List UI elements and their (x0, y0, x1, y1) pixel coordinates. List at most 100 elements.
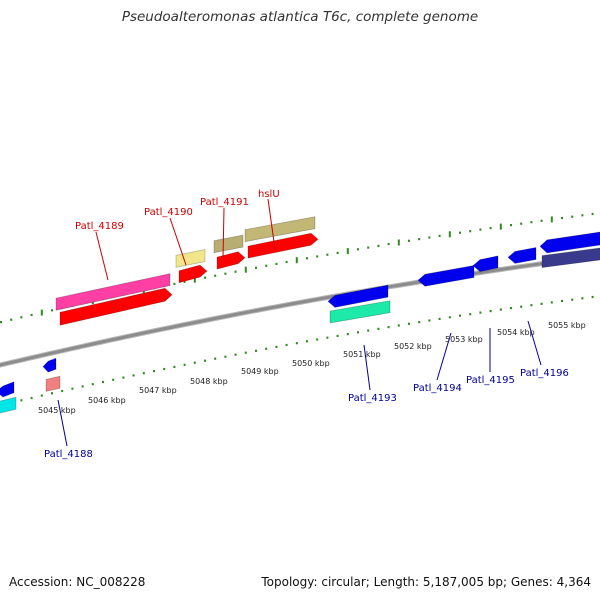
tick-mark (550, 216, 553, 223)
tick-mark (357, 248, 359, 251)
tick-mark (112, 378, 115, 381)
gene-cog-hslu (244, 216, 316, 243)
tick-mark (561, 299, 563, 303)
tick-mark (499, 308, 502, 311)
tick-mark (71, 387, 74, 390)
gene-patl-4193 (327, 284, 389, 308)
tick-mark (61, 389, 64, 393)
tick-mark (326, 253, 329, 256)
leader-line (363, 344, 371, 391)
tick-mark (275, 262, 278, 265)
tick-mark (81, 385, 84, 388)
tick-mark (265, 347, 268, 350)
tick-mark (550, 301, 553, 304)
tick-mark (571, 215, 574, 218)
tick-mark (561, 216, 563, 220)
tick-mark (204, 276, 206, 279)
gene-label-hslu[interactable]: hslU (258, 189, 280, 200)
leader-line (95, 231, 109, 281)
scale-label: 5045 kbp (38, 406, 76, 415)
gene-cog-patl-4188 (45, 375, 61, 392)
tick-mark (510, 307, 512, 310)
tick-mark (183, 363, 186, 366)
gene-label-patl-4196[interactable]: Patl_4196 (520, 368, 569, 379)
tick-mark (469, 313, 472, 316)
tick-mark (591, 295, 594, 299)
tick-mark (153, 370, 155, 373)
tick-mark (102, 380, 104, 384)
gene-label-patl-4193[interactable]: Patl_4193 (348, 393, 397, 404)
tick-mark (489, 310, 492, 313)
tick-mark (367, 246, 370, 249)
tick-mark (244, 351, 247, 354)
gene-patl-4194 (417, 265, 475, 287)
scale-label: 5048 kbp (190, 377, 228, 386)
tick-mark (142, 372, 145, 375)
tick-mark (265, 264, 268, 267)
tick-mark (591, 212, 594, 216)
gene-label-patl-4190[interactable]: Patl_4190 (144, 207, 193, 218)
gene-cog-patl-4189 (55, 273, 171, 311)
scale-label: 5047 kbp (139, 386, 177, 395)
tick-mark (357, 331, 359, 334)
gene-cog-patl-4193 (329, 300, 391, 324)
tick-mark (428, 236, 431, 239)
backbone-line (0, 254, 600, 367)
tick-mark (20, 399, 23, 402)
tick-mark (173, 282, 176, 285)
tick-mark (336, 251, 339, 254)
tick-mark (418, 238, 421, 241)
tick-mark (489, 227, 492, 230)
gene-hslu (247, 232, 319, 259)
gene-patl-4191 (216, 251, 246, 270)
tick-mark (510, 224, 512, 227)
tick-mark (581, 297, 584, 300)
tick-mark (448, 231, 451, 238)
tick-mark (255, 266, 257, 269)
tick-mark (91, 383, 94, 386)
tick-mark (520, 222, 523, 225)
scale-label: 5049 kbp (241, 367, 279, 376)
tick-mark (193, 361, 196, 364)
tick-mark (30, 313, 33, 317)
tick-mark (408, 239, 410, 242)
scale-label: 5046 kbp (88, 396, 126, 405)
tick-mark (387, 243, 390, 246)
gene-label-patl-4189[interactable]: Patl_4189 (75, 221, 124, 232)
tick-mark (387, 326, 390, 329)
gene-reverse-edge (0, 381, 15, 398)
scale-label: 5055 kbp (548, 321, 586, 330)
leader-line (57, 399, 68, 447)
tick-mark (40, 394, 43, 397)
tick-mark (346, 248, 349, 255)
scale-label: 5054 kbp (497, 328, 535, 337)
leader-line (436, 332, 452, 381)
gene-patl-4189 (59, 287, 173, 326)
gene-patl-4188 (42, 357, 57, 373)
tick-mark (418, 321, 421, 324)
tick-mark (336, 334, 339, 337)
tick-mark (540, 302, 543, 305)
tick-mark (448, 316, 451, 319)
tick-mark (397, 239, 400, 246)
tick-mark (40, 309, 43, 316)
gene-cog-reverse-right (541, 247, 600, 269)
tick-mark (306, 340, 308, 343)
tick-mark (132, 374, 135, 377)
scale-label: 5053 kbp (445, 335, 483, 344)
gene-label-patl-4191[interactable]: Patl_4191 (200, 197, 249, 208)
tick-mark (214, 357, 217, 360)
gene-label-patl-4188[interactable]: Patl_4188 (44, 449, 93, 460)
label-leader-lines (57, 198, 542, 447)
tick-mark (428, 319, 431, 322)
scale-labels: 5045 kbp 5046 kbp 5047 kbp 5048 kbp 5049… (38, 321, 586, 415)
genome-info-text: Topology: circular; Length: 5,187,005 bp… (261, 575, 591, 589)
gene-label-patl-4195[interactable]: Patl_4195 (466, 375, 515, 386)
tick-mark (285, 260, 288, 264)
gene-reverse-right (539, 231, 600, 254)
gene-cog-patl-4191 (213, 234, 244, 254)
gene-label-patl-4194[interactable]: Patl_4194 (413, 383, 462, 394)
tick-mark (469, 230, 472, 233)
tick-mark (306, 257, 308, 260)
